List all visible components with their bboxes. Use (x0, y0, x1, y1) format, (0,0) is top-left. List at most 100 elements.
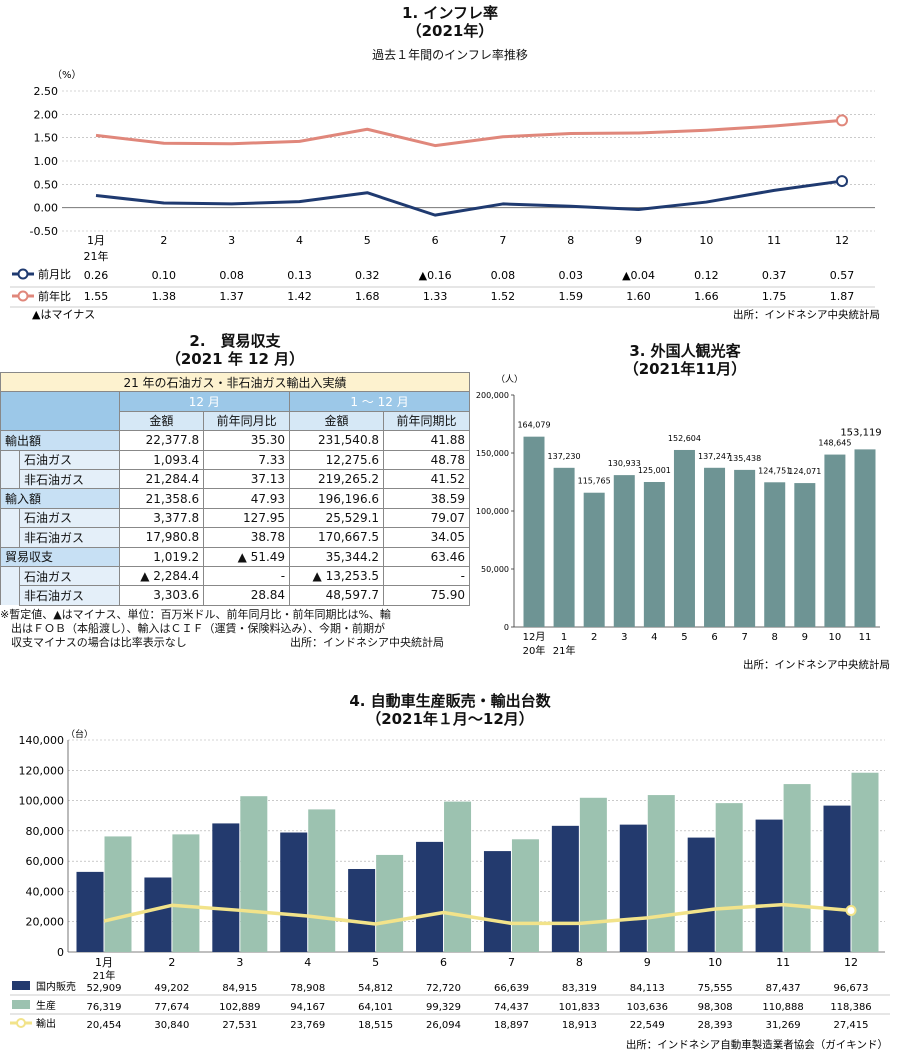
trade-row-label: 石油ガス (19, 507, 120, 529)
tourists-xtick: 11 (859, 632, 872, 643)
trade-cell-v2: 127.95 (203, 507, 291, 529)
trade-row: 貿易収支 1,019.2 ▲ 51.49 35,344.2 63.46 (0, 546, 470, 567)
trade-col-ytd: 前年同期比 (383, 410, 470, 432)
domestic-sales-bar (619, 824, 647, 952)
production-bar (783, 784, 811, 952)
inflation-mom-value: 0.03 (558, 269, 583, 282)
production-bar (579, 797, 607, 952)
trade-row-label: 非石油ガス (19, 527, 120, 548)
tourists-data-label: 124,751 (758, 466, 791, 475)
trade-row: 非石油ガス 21,284.4 37.13 219,265.2 41.52 (0, 468, 470, 490)
trade-cell-v1: 21,284.4 (118, 468, 205, 490)
auto-ytick: 60,000 (26, 855, 65, 868)
production-bar (308, 809, 336, 952)
trade-note-3: 収支マイナスの場合は比率表示なし (0, 635, 187, 649)
auto-xtick-sub: 21年 (93, 969, 116, 982)
trade-table: 21 年の石油ガス・非石油ガス輸出入実績 12 月 1 ～ 12 月 金額 前年… (0, 371, 470, 606)
mom-line (95, 179, 843, 217)
inflation-yoy-value: 1.60 (626, 290, 651, 303)
auto-title: 4. 自動車生産販売・輸出台数 (349, 692, 551, 710)
auto-ytick: 140,000 (19, 734, 65, 747)
inflation-mom-value: 0.26 (84, 269, 109, 282)
tourists-xtick: 7 (741, 632, 747, 643)
trade-row-label: 石油ガス (19, 449, 120, 470)
inflation-yoy-value: 1.37 (219, 290, 244, 303)
tourists-bar (553, 467, 575, 627)
auto-ytick: 0 (57, 946, 64, 959)
tourists-xtick: 8 (772, 632, 778, 643)
tourists-data-label: 130,933 (608, 459, 641, 468)
trade-cell-v1: ▲ 2,284.4 (118, 565, 205, 587)
trade-period-ytd: 1 ～ 12 月 (289, 391, 470, 412)
tourists-title: 3. 外国人観光客 (629, 342, 741, 360)
export-value: 28,393 (698, 1020, 733, 1031)
domestic-sales-value: 96,673 (834, 983, 869, 994)
trade-cell-v3: 48,597.7 (289, 585, 385, 606)
tourists-bar (794, 483, 816, 627)
inflation-mom-value: 0.08 (219, 269, 244, 282)
trade-cell-v3: 25,529.1 (289, 507, 385, 529)
inflation-xtick: 2 (160, 234, 167, 247)
production-value: 76,319 (87, 1002, 122, 1013)
production-bar (715, 803, 743, 952)
tourists-subtitle: （2021年11月） (623, 360, 747, 378)
export-value: 20,454 (87, 1020, 122, 1031)
legend-domestic: 国内販売 (12, 980, 76, 993)
trade-cell-v1: 3,377.8 (118, 507, 205, 529)
inflation-xtick: 5 (364, 234, 371, 247)
export-value: 18,913 (562, 1020, 597, 1031)
export-line (103, 902, 852, 926)
tourists-chart: （人） 200,000 150,000 100,000 50,000 0 164,079… (476, 374, 890, 671)
trade-cell-v1: 17,980.8 (118, 527, 205, 548)
inflation-mom-value: 0.10 (152, 269, 177, 282)
trade-row: 非石油ガス 3,303.6 28.84 48,597.7 75.90 (0, 585, 470, 606)
tourists-bar (583, 492, 605, 627)
inflation-yoy-value: 1.33 (423, 290, 448, 303)
inflation-mom-value: ▲0.16 (419, 269, 452, 282)
trade-cell-v2: - (203, 565, 291, 587)
trade-cell-v1: 21,358.6 (118, 488, 205, 509)
minus-note: ▲はマイナス (32, 308, 95, 321)
inflation-xtick: 8 (567, 234, 574, 247)
production-bar (240, 796, 268, 952)
domestic-sales-bar (144, 877, 172, 952)
domestic-sales-bar (823, 805, 851, 952)
inflation-ytick: 2.50 (34, 85, 59, 98)
auto-xtick: 7 (508, 956, 515, 969)
auto-subtitle: （2021年１月～12月） (366, 710, 534, 728)
inflation-xtick-sub: 21年 (84, 249, 109, 263)
domestic-sales-value: 78,908 (290, 983, 325, 994)
tourists-data-label: 153,119 (840, 427, 881, 438)
domestic-sales-bar (348, 868, 376, 952)
domestic-sales-value: 66,639 (494, 983, 529, 994)
export-value: 27,531 (222, 1020, 257, 1031)
inflation-xtick: 12 (835, 234, 849, 247)
yoy-line (95, 118, 843, 148)
production-value: 110,888 (762, 1002, 803, 1013)
trade-cell-v3: 12,275.6 (289, 449, 385, 470)
tourists-xtick: 2 (591, 632, 597, 643)
export-end-marker (845, 904, 857, 916)
tourists-ytick: 200,000 (476, 391, 509, 400)
domestic-sales-bar (687, 837, 715, 952)
trade-source: 出所：インドネシア中央統計局 (290, 635, 444, 649)
inflation-yoy-value: 1.42 (287, 290, 312, 303)
domestic-sales-bar (416, 841, 444, 952)
auto-unit: （台） (66, 728, 93, 740)
domestic-sales-value: 84,113 (630, 983, 665, 994)
tourists-source: 出所：インドネシア中央統計局 (743, 658, 890, 671)
domestic-sales-value: 83,319 (562, 983, 597, 994)
trade-cell-v1: 1,019.2 (118, 546, 205, 567)
tourists-bar (824, 454, 846, 627)
tourists-data-label: 125,001 (638, 466, 671, 475)
legend-yoy-label: 前年比 (38, 289, 71, 303)
auto-xtick: 2 (168, 956, 175, 969)
domestic-sales-value: 72,720 (426, 983, 461, 994)
inflation-chart: （%） 2.50 2.00 1.50 1.00 0.50 0.00 -0.50 1月 2 3 4 5… (10, 69, 880, 321)
domestic-sales-value: 54,812 (358, 983, 393, 994)
export-value: 18,897 (494, 1020, 529, 1031)
auto-source: 出所：インドネシア自動車製造業者協会（ガイキンド） (626, 1038, 888, 1051)
trade-cell-v3: 170,667.5 (289, 527, 385, 548)
production-value: 74,437 (494, 1002, 529, 1013)
domestic-sales-value: 49,202 (154, 983, 189, 994)
